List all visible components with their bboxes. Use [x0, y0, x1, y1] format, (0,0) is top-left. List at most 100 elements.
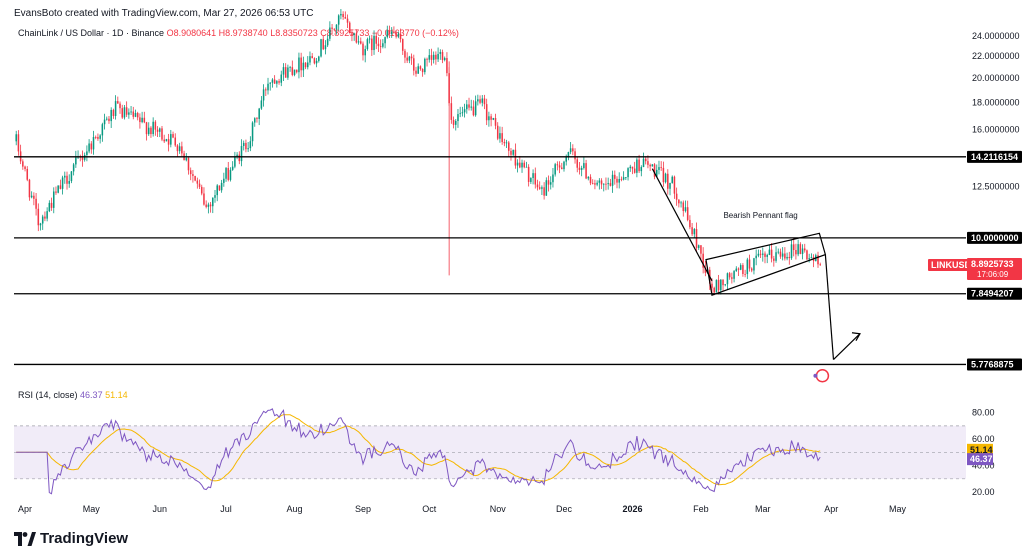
candle-body	[658, 167, 660, 170]
candle-body	[198, 183, 201, 187]
candle-body	[249, 141, 252, 149]
candle-body	[614, 174, 616, 179]
horizontal-levels[interactable]	[14, 156, 966, 366]
time-tick-label: Aug	[287, 504, 303, 514]
candle-body	[112, 109, 115, 116]
candle-body	[602, 183, 605, 185]
candle-body	[494, 118, 497, 126]
candle-body	[534, 173, 537, 185]
level-badge	[967, 231, 1022, 244]
candle-body	[792, 244, 795, 251]
candle-body	[627, 168, 629, 178]
price-tick-label: 20.0000000	[972, 73, 1020, 83]
candle-body	[271, 79, 274, 83]
candle-body	[644, 158, 647, 162]
candle-body	[625, 177, 627, 178]
candle-body	[335, 24, 338, 30]
price-axis[interactable]: 24.0000000 22.0000000 20.0000000 18.0000000…	[972, 31, 1020, 497]
impulse-line[interactable]	[651, 168, 713, 282]
candle-body	[216, 185, 218, 196]
candle-body	[90, 143, 93, 150]
candle-body	[735, 268, 738, 272]
price-tick-label: 22.0000000	[972, 51, 1020, 61]
candle-body	[662, 167, 665, 183]
candle-body	[463, 109, 466, 113]
projection-arrow-shaft[interactable]	[833, 333, 861, 361]
candle-body	[510, 150, 512, 155]
candle-body	[561, 167, 563, 170]
candle-body	[640, 167, 643, 172]
candle-body	[70, 171, 73, 182]
ohlc-high: H8.9738740	[218, 28, 268, 38]
candle-body	[326, 38, 329, 46]
candle-body	[139, 117, 141, 123]
candle-body	[424, 58, 426, 73]
candle-body	[413, 58, 415, 71]
candle-body	[773, 258, 775, 261]
candle-body	[757, 253, 760, 256]
pennant-channel[interactable]	[705, 232, 827, 296]
candle-body	[616, 178, 618, 183]
candle-body	[682, 202, 685, 212]
candle-body	[17, 134, 20, 152]
candle-body	[88, 143, 90, 152]
rsi-ma-badge-label: 51.14	[970, 445, 993, 455]
candle-body	[739, 265, 742, 270]
candle-body	[101, 124, 104, 136]
candle-body	[759, 253, 762, 255]
time-axis[interactable]: Apr May Jun Jul Aug Sep Oct Nov Dec 2026 Feb Mar Apr…	[18, 504, 906, 514]
time-tick-label: May	[889, 504, 907, 514]
rsi-badge-label: 46.37	[970, 454, 993, 464]
candle-body	[711, 283, 713, 288]
ohlc-low: L8.8350723	[270, 28, 318, 38]
candle-body	[401, 39, 404, 51]
candle-body	[256, 118, 258, 120]
level-badge-label: 14.2116154	[971, 152, 1018, 162]
breakdown-line[interactable]	[824, 254, 835, 360]
candle-body	[454, 121, 457, 125]
candle-body	[33, 195, 35, 199]
candle-body	[348, 22, 351, 34]
candle-body	[331, 27, 333, 29]
candle-body	[108, 118, 110, 122]
level-badge	[967, 150, 1022, 163]
candle-body	[337, 15, 340, 25]
time-tick-label: Jul	[220, 504, 232, 514]
tradingview-logo[interactable]: TradingView	[14, 530, 128, 547]
candle-body	[152, 121, 154, 135]
candle-body	[675, 193, 678, 200]
candle-body	[746, 259, 749, 275]
candle-body	[801, 248, 804, 254]
candle-body	[543, 187, 545, 196]
projection-arrow-head[interactable]	[851, 332, 861, 342]
candle-body	[525, 166, 528, 168]
countdown-label: 17:06:09	[977, 270, 1009, 279]
rsi-title: RSI (14, close)	[18, 390, 78, 400]
candle-body	[583, 163, 585, 169]
candle-body	[596, 182, 598, 185]
candle-body	[724, 284, 727, 286]
candle-body	[653, 164, 656, 177]
candle-body	[496, 125, 499, 139]
candle-body	[700, 245, 702, 254]
candle-body	[150, 127, 152, 135]
candle-body	[693, 229, 696, 235]
candle-body	[638, 159, 640, 172]
pattern-drawings[interactable]: Bearish Pennant flag	[651, 168, 861, 383]
candle-body	[618, 178, 620, 183]
candle-body	[269, 82, 271, 84]
level-badge-label: 7.8494207	[971, 289, 1014, 299]
candle-body	[145, 122, 148, 135]
candle-body	[479, 99, 481, 103]
candle-body	[165, 139, 168, 142]
time-tick-label: Feb	[693, 504, 709, 514]
candle-body	[810, 257, 813, 259]
candle-body	[404, 50, 406, 58]
candle-body	[598, 180, 601, 183]
candle-body	[386, 30, 389, 38]
candle-body	[576, 159, 579, 168]
candle-body	[720, 279, 722, 291]
candle-body	[501, 133, 503, 142]
candle-body	[748, 259, 751, 269]
